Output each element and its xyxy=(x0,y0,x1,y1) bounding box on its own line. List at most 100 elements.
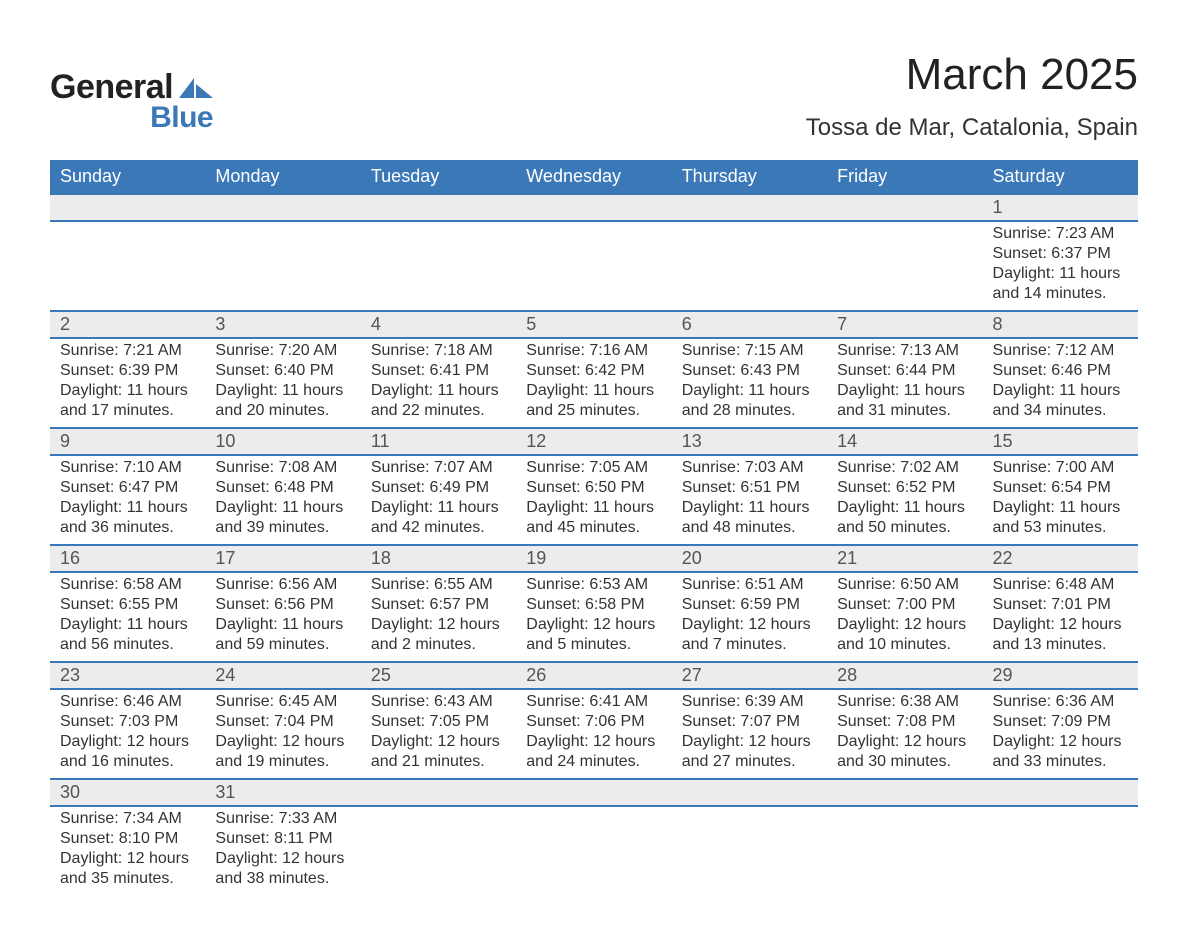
day-number-cell xyxy=(50,194,205,221)
day-number-cell xyxy=(516,194,671,221)
day-info: Sunrise: 7:00 AMSunset: 6:54 PMDaylight:… xyxy=(983,456,1138,544)
sunrise-text: Sunrise: 7:12 AM xyxy=(993,341,1128,361)
daylight-text: Daylight: 12 hours and 2 minutes. xyxy=(371,615,506,655)
day-number-cell: 6 xyxy=(672,311,827,338)
day-number-cell: 11 xyxy=(361,428,516,455)
day-info-cell: Sunrise: 6:50 AMSunset: 7:00 PMDaylight:… xyxy=(827,572,982,662)
sunset-text: Sunset: 6:48 PM xyxy=(215,478,350,498)
day-number-row: 16171819202122 xyxy=(50,545,1138,572)
sunset-text: Sunset: 7:08 PM xyxy=(837,712,972,732)
day-info-cell: Sunrise: 6:46 AMSunset: 7:03 PMDaylight:… xyxy=(50,689,205,779)
day-info: Sunrise: 6:48 AMSunset: 7:01 PMDaylight:… xyxy=(983,573,1138,661)
sunset-text: Sunset: 6:52 PM xyxy=(837,478,972,498)
day-info: Sunrise: 7:20 AMSunset: 6:40 PMDaylight:… xyxy=(205,339,360,427)
day-info-row: Sunrise: 7:34 AMSunset: 8:10 PMDaylight:… xyxy=(50,806,1138,895)
day-info-cell: Sunrise: 7:00 AMSunset: 6:54 PMDaylight:… xyxy=(983,455,1138,545)
sunset-text: Sunset: 7:00 PM xyxy=(837,595,972,615)
day-info: Sunrise: 6:56 AMSunset: 6:56 PMDaylight:… xyxy=(205,573,360,661)
calendar-body: 1 Sunrise: 7:23 AMSunset: 6:37 PMDayligh… xyxy=(50,194,1138,895)
day-info: Sunrise: 6:36 AMSunset: 7:09 PMDaylight:… xyxy=(983,690,1138,778)
sunrise-text: Sunrise: 6:56 AM xyxy=(215,575,350,595)
sunrise-text: Sunrise: 6:55 AM xyxy=(371,575,506,595)
day-number: 14 xyxy=(827,429,982,454)
day-number-cell: 17 xyxy=(205,545,360,572)
day-info-cell: Sunrise: 6:41 AMSunset: 7:06 PMDaylight:… xyxy=(516,689,671,779)
day-info-cell xyxy=(672,806,827,895)
day-info: Sunrise: 6:39 AMSunset: 7:07 PMDaylight:… xyxy=(672,690,827,778)
sunset-text: Sunset: 7:05 PM xyxy=(371,712,506,732)
daylight-text: Daylight: 12 hours and 24 minutes. xyxy=(526,732,661,772)
day-info-row: Sunrise: 6:46 AMSunset: 7:03 PMDaylight:… xyxy=(50,689,1138,779)
day-number-cell: 29 xyxy=(983,662,1138,689)
title-block: March 2025 Tossa de Mar, Catalonia, Spai… xyxy=(806,50,1138,142)
daylight-text: Daylight: 11 hours and 25 minutes. xyxy=(526,381,661,421)
daylight-text: Daylight: 11 hours and 48 minutes. xyxy=(682,498,817,538)
day-number-cell: 2 xyxy=(50,311,205,338)
day-number: 20 xyxy=(672,546,827,571)
day-info-cell: Sunrise: 7:07 AMSunset: 6:49 PMDaylight:… xyxy=(361,455,516,545)
daylight-text: Daylight: 11 hours and 56 minutes. xyxy=(60,615,195,655)
daylight-text: Daylight: 11 hours and 34 minutes. xyxy=(993,381,1128,421)
sunset-text: Sunset: 6:57 PM xyxy=(371,595,506,615)
day-info-cell: Sunrise: 6:43 AMSunset: 7:05 PMDaylight:… xyxy=(361,689,516,779)
sunset-text: Sunset: 6:55 PM xyxy=(60,595,195,615)
day-number: 3 xyxy=(205,312,360,337)
daylight-text: Daylight: 12 hours and 13 minutes. xyxy=(993,615,1128,655)
day-info: Sunrise: 7:18 AMSunset: 6:41 PMDaylight:… xyxy=(361,339,516,427)
day-number: 4 xyxy=(361,312,516,337)
day-number-cell: 13 xyxy=(672,428,827,455)
sunrise-text: Sunrise: 6:46 AM xyxy=(60,692,195,712)
day-number-cell: 12 xyxy=(516,428,671,455)
daylight-text: Daylight: 11 hours and 50 minutes. xyxy=(837,498,972,538)
day-info-cell: Sunrise: 6:56 AMSunset: 6:56 PMDaylight:… xyxy=(205,572,360,662)
day-number-cell: 5 xyxy=(516,311,671,338)
sunrise-text: Sunrise: 6:39 AM xyxy=(682,692,817,712)
day-number: 2 xyxy=(50,312,205,337)
day-info: Sunrise: 6:50 AMSunset: 7:00 PMDaylight:… xyxy=(827,573,982,661)
day-info: Sunrise: 7:16 AMSunset: 6:42 PMDaylight:… xyxy=(516,339,671,427)
sunrise-text: Sunrise: 7:15 AM xyxy=(682,341,817,361)
day-number-cell: 4 xyxy=(361,311,516,338)
sunrise-text: Sunrise: 7:07 AM xyxy=(371,458,506,478)
day-number: 31 xyxy=(205,780,360,805)
sunset-text: Sunset: 6:40 PM xyxy=(215,361,350,381)
day-number-cell: 25 xyxy=(361,662,516,689)
day-info: Sunrise: 7:34 AMSunset: 8:10 PMDaylight:… xyxy=(50,807,205,895)
day-info: Sunrise: 7:03 AMSunset: 6:51 PMDaylight:… xyxy=(672,456,827,544)
day-info: Sunrise: 7:15 AMSunset: 6:43 PMDaylight:… xyxy=(672,339,827,427)
day-number: 27 xyxy=(672,663,827,688)
sunset-text: Sunset: 6:47 PM xyxy=(60,478,195,498)
daylight-text: Daylight: 11 hours and 17 minutes. xyxy=(60,381,195,421)
day-info: Sunrise: 6:43 AMSunset: 7:05 PMDaylight:… xyxy=(361,690,516,778)
day-info: Sunrise: 7:08 AMSunset: 6:48 PMDaylight:… xyxy=(205,456,360,544)
day-number-cell: 1 xyxy=(983,194,1138,221)
day-info-cell: Sunrise: 6:39 AMSunset: 7:07 PMDaylight:… xyxy=(672,689,827,779)
day-info-cell: Sunrise: 6:38 AMSunset: 7:08 PMDaylight:… xyxy=(827,689,982,779)
sunset-text: Sunset: 7:04 PM xyxy=(215,712,350,732)
day-number-cell: 9 xyxy=(50,428,205,455)
day-number: 5 xyxy=(516,312,671,337)
day-info: Sunrise: 6:58 AMSunset: 6:55 PMDaylight:… xyxy=(50,573,205,661)
daylight-text: Daylight: 11 hours and 22 minutes. xyxy=(371,381,506,421)
sunrise-text: Sunrise: 7:00 AM xyxy=(993,458,1128,478)
day-number: 6 xyxy=(672,312,827,337)
sunrise-text: Sunrise: 7:03 AM xyxy=(682,458,817,478)
daylight-text: Daylight: 11 hours and 14 minutes. xyxy=(993,264,1128,304)
daylight-text: Daylight: 12 hours and 16 minutes. xyxy=(60,732,195,772)
day-number-row: 23242526272829 xyxy=(50,662,1138,689)
day-info-cell: Sunrise: 7:23 AMSunset: 6:37 PMDaylight:… xyxy=(983,221,1138,311)
day-info: Sunrise: 7:05 AMSunset: 6:50 PMDaylight:… xyxy=(516,456,671,544)
day-number-cell: 3 xyxy=(205,311,360,338)
day-number-cell xyxy=(361,194,516,221)
daylight-text: Daylight: 12 hours and 5 minutes. xyxy=(526,615,661,655)
day-info: Sunrise: 6:55 AMSunset: 6:57 PMDaylight:… xyxy=(361,573,516,661)
day-info-row: Sunrise: 6:58 AMSunset: 6:55 PMDaylight:… xyxy=(50,572,1138,662)
daylight-text: Daylight: 11 hours and 31 minutes. xyxy=(837,381,972,421)
brand-logo: General Blue xyxy=(50,68,213,135)
sunrise-text: Sunrise: 7:20 AM xyxy=(215,341,350,361)
day-number: 18 xyxy=(361,546,516,571)
day-number: 24 xyxy=(205,663,360,688)
day-number: 15 xyxy=(983,429,1138,454)
day-info-cell xyxy=(361,221,516,311)
day-number: 30 xyxy=(50,780,205,805)
